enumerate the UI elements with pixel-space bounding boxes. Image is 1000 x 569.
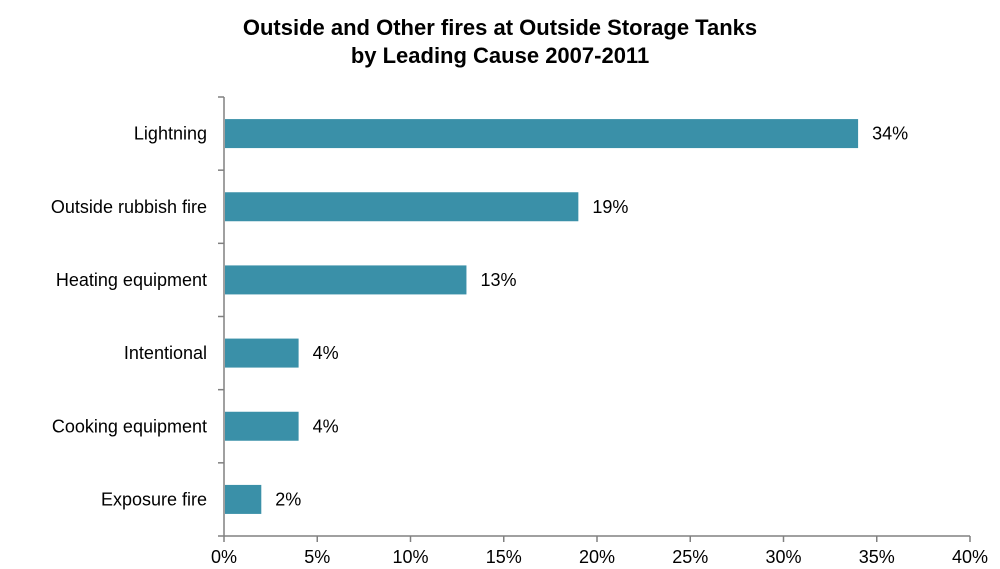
chart-title: Outside and Other fires at Outside Stora… (125, 14, 875, 70)
bar-heating-equipment (225, 265, 467, 295)
data-label-lightning: 34% (872, 124, 908, 144)
category-label-exposure-fire: Exposure fire (101, 489, 207, 509)
bar-exposure-fire (225, 484, 262, 514)
x-tick-label: 20% (579, 547, 615, 567)
bar-lightning (225, 119, 859, 149)
data-label-intentional: 4% (313, 343, 339, 363)
x-tick-label: 30% (765, 547, 801, 567)
chart-title-line-2: by Leading Cause 2007-2011 (350, 43, 650, 68)
data-label-exposure-fire: 2% (275, 489, 301, 509)
x-tick-label: 25% (672, 547, 708, 567)
x-tick-label: 40% (952, 547, 988, 567)
category-label-heating-equipment: Heating equipment (56, 270, 207, 290)
x-tick-label: 15% (486, 547, 522, 567)
chart-title-line-1: Outside and Other fires at Outside Stora… (242, 15, 758, 40)
bar-intentional (225, 338, 299, 368)
data-label-outside-rubbish-fire: 19% (592, 197, 628, 217)
category-label-lightning: Lightning (134, 124, 207, 144)
bar-cooking-equipment (225, 411, 299, 441)
category-label-outside-rubbish-fire: Outside rubbish fire (51, 197, 207, 217)
x-tick-label: 35% (859, 547, 895, 567)
category-label-intentional: Intentional (124, 343, 207, 363)
category-label-cooking-equipment: Cooking equipment (52, 416, 207, 436)
x-tick-label: 0% (211, 547, 237, 567)
x-tick-label: 10% (392, 547, 428, 567)
data-label-heating-equipment: 13% (480, 270, 516, 290)
x-tick-label: 5% (304, 547, 330, 567)
data-label-cooking-equipment: 4% (313, 416, 339, 436)
bar-outside-rubbish-fire (225, 192, 579, 222)
